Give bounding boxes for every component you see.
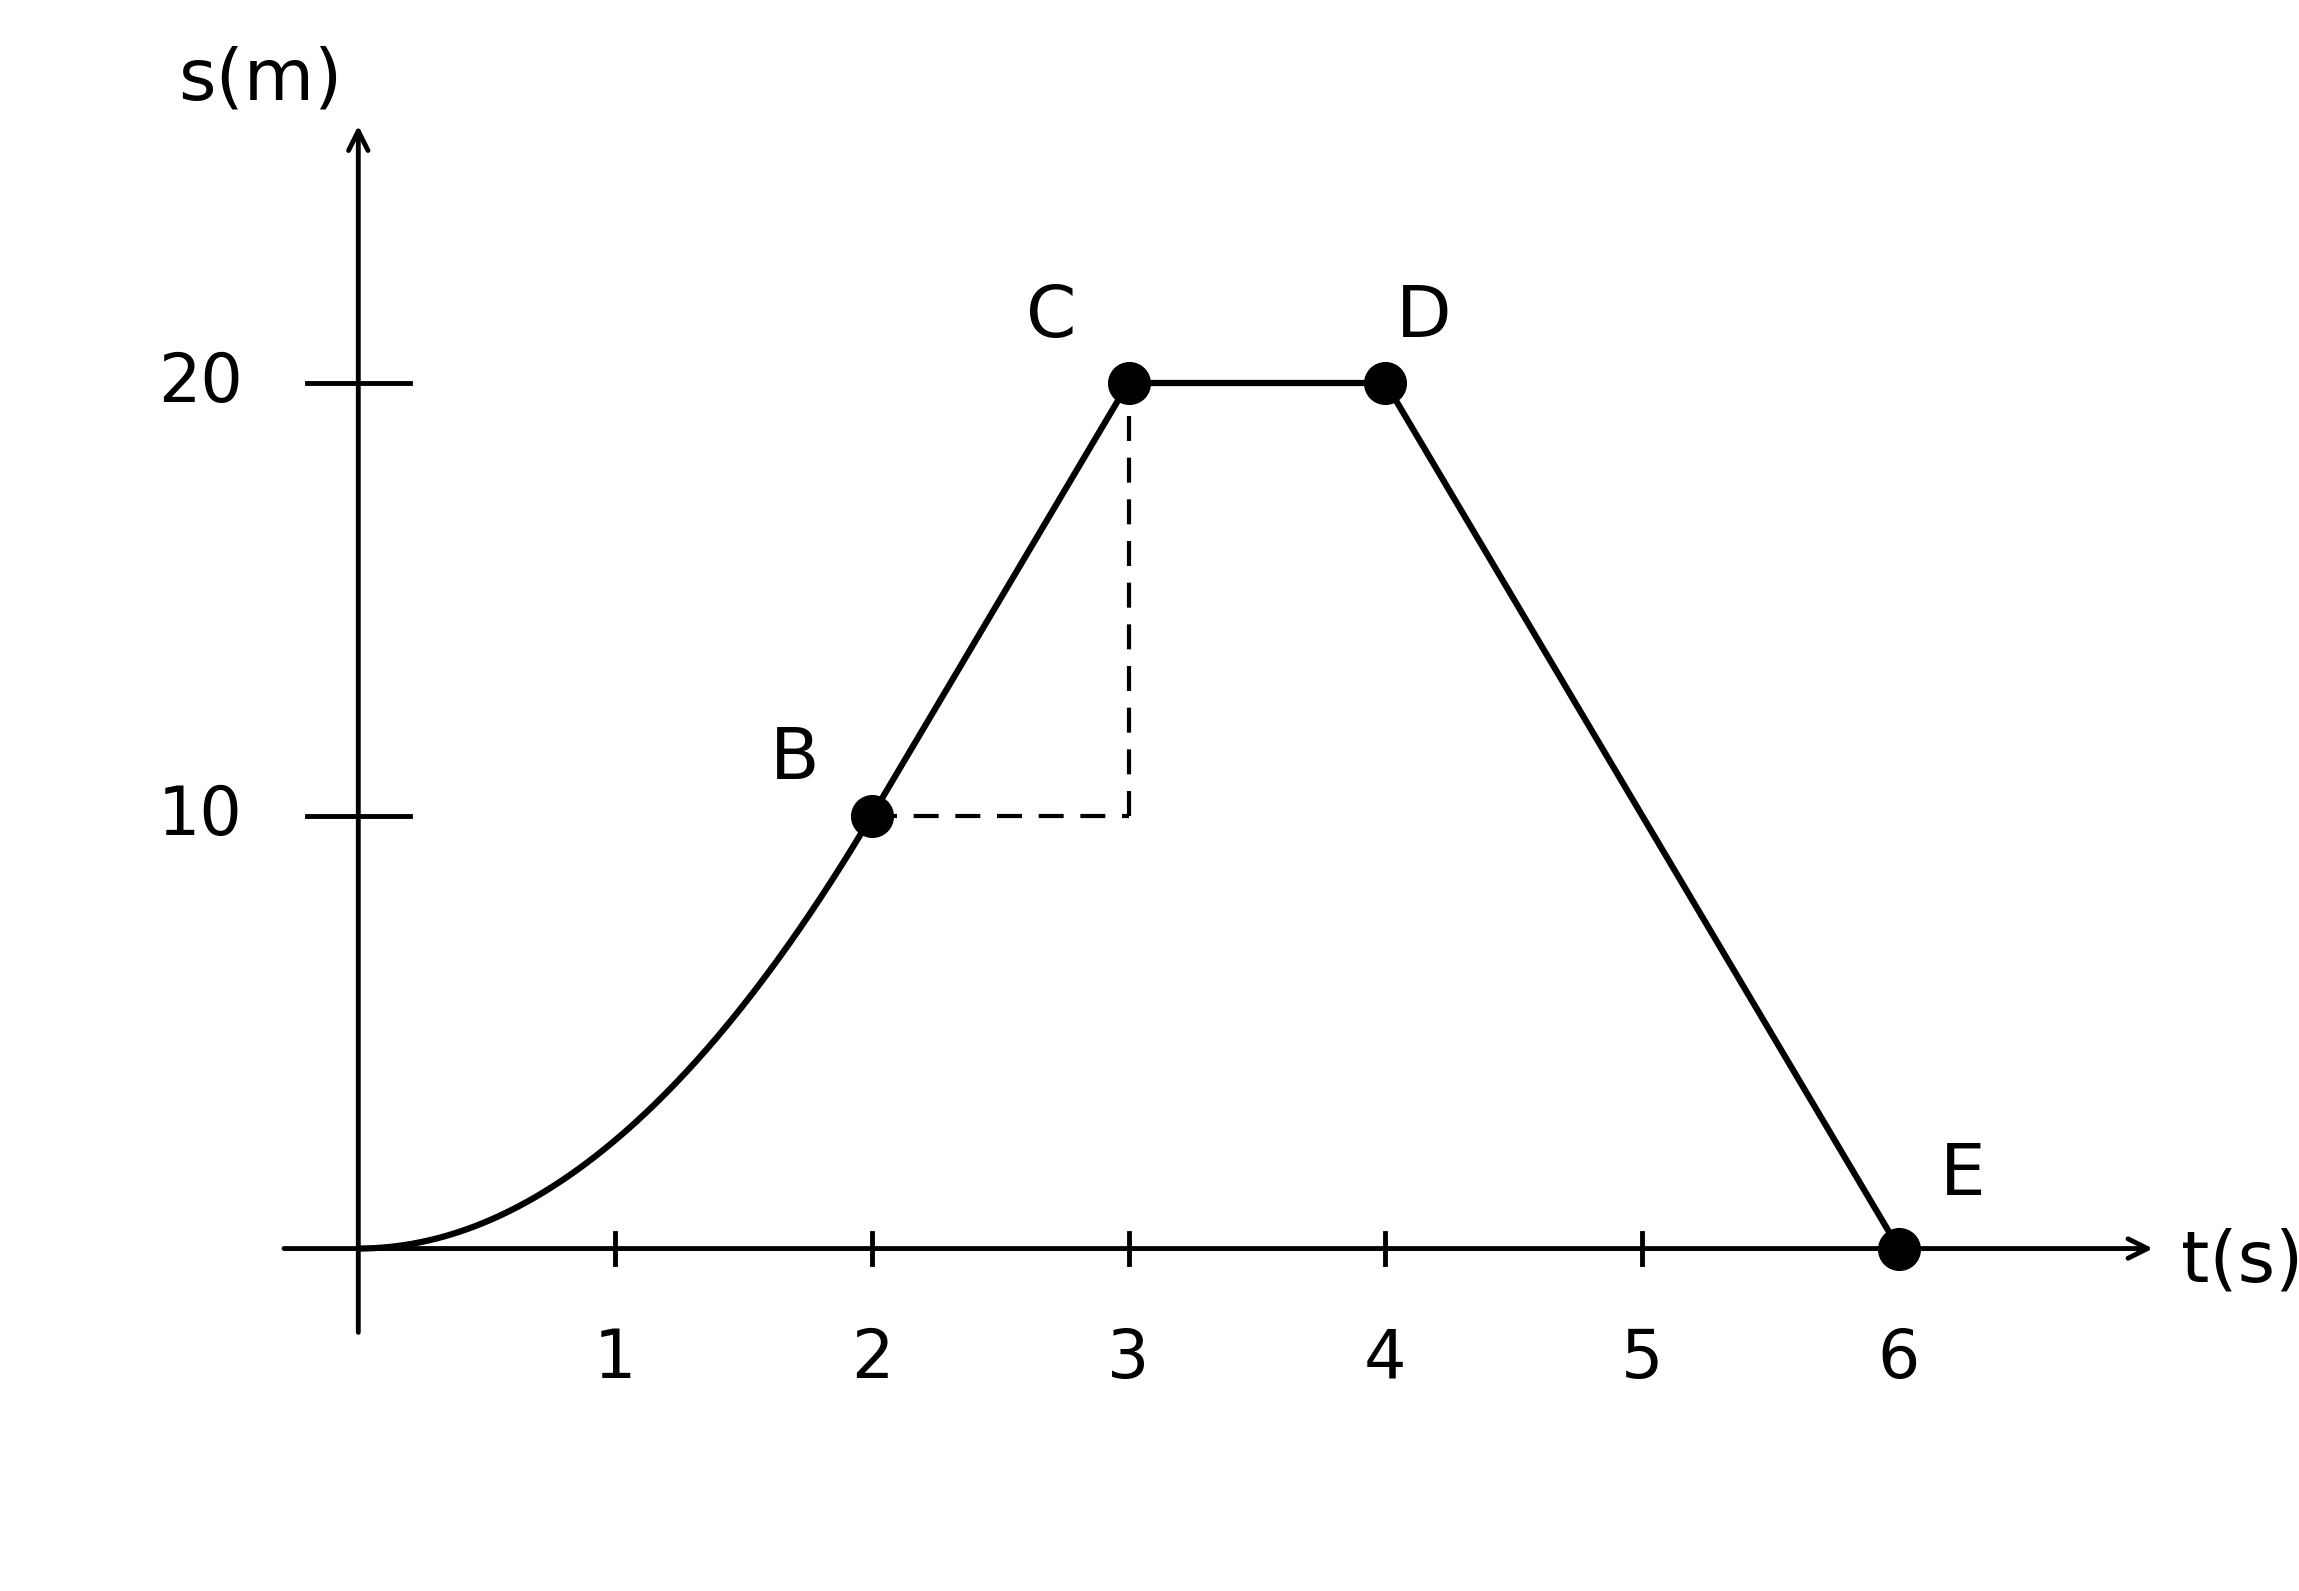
Text: t(s): t(s) (2182, 1227, 2299, 1297)
Text: C: C (1025, 283, 1076, 352)
Text: 2: 2 (851, 1327, 892, 1392)
Text: 5: 5 (1621, 1327, 1664, 1392)
Text: D: D (1395, 283, 1451, 352)
Text: 10: 10 (159, 783, 244, 848)
Text: 3: 3 (1108, 1327, 1150, 1392)
Text: 20: 20 (159, 350, 244, 415)
Point (1110, 369, 1147, 395)
Text: E: E (1940, 1141, 1986, 1209)
Text: B: B (770, 725, 821, 794)
Text: 1: 1 (593, 1327, 637, 1392)
Text: 4: 4 (1363, 1327, 1407, 1392)
Point (1881, 1236, 1917, 1262)
Point (853, 803, 890, 829)
Text: s(m): s(m) (179, 45, 343, 115)
Text: 6: 6 (1878, 1327, 1920, 1392)
Point (1368, 369, 1405, 395)
